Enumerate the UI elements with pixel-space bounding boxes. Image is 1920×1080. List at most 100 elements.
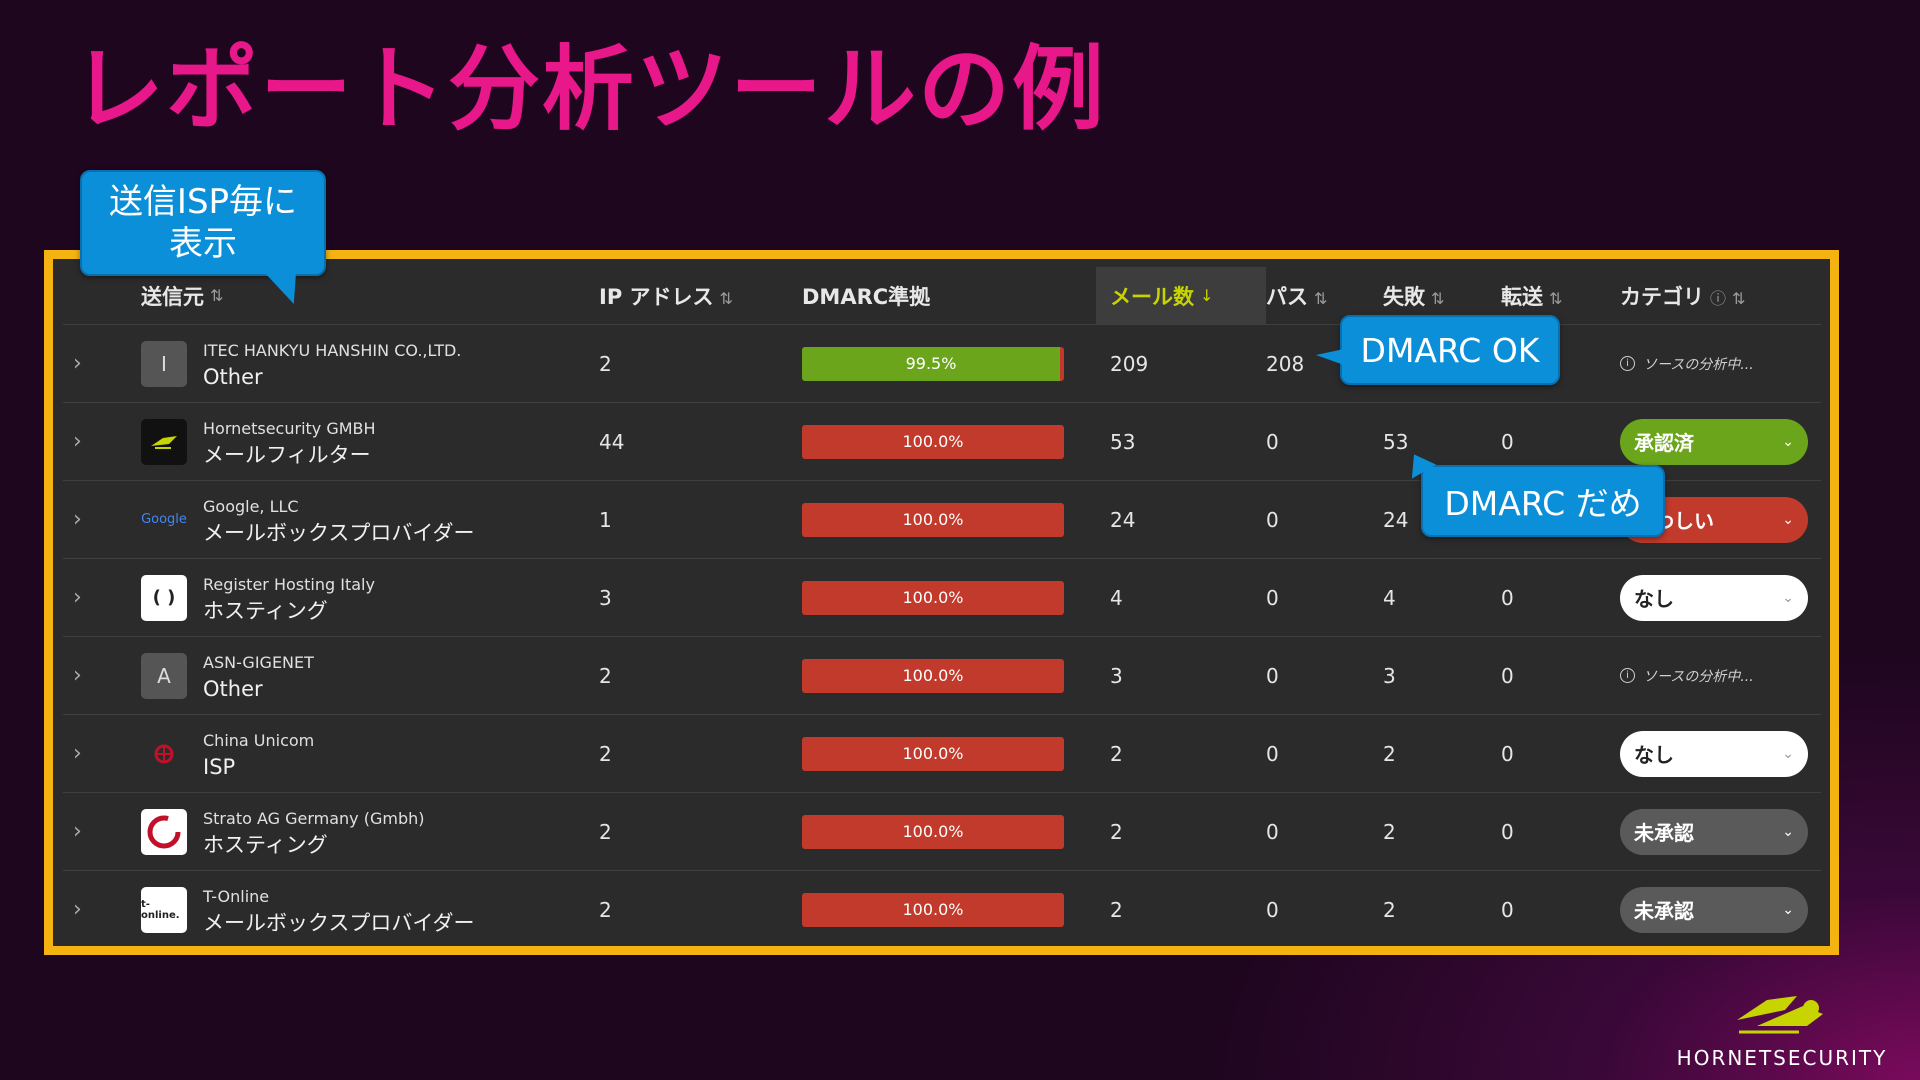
callout-dmarc-ok: DMARC OK (1316, 315, 1560, 385)
expand-chevron-icon[interactable]: › (73, 663, 82, 688)
header-forward[interactable]: 転送 ⇅ (1501, 281, 1620, 311)
pass-count: 208 (1266, 351, 1305, 376)
ip-count: 2 (599, 741, 612, 766)
source-name: ITEC HANKYU HANSHIN CO.,LTD. (203, 340, 462, 360)
source-name: Hornetsecurity GMBH (203, 418, 376, 438)
category-label: なし (1634, 743, 1674, 767)
category-select[interactable]: なし ⌄ (1620, 574, 1808, 621)
category-select[interactable]: なし ⌄ (1620, 730, 1808, 777)
table-row[interactable]: › ( ) Register Hosting Italy ホスティング 3 100… (63, 559, 1821, 637)
pass-count: 0 (1266, 585, 1279, 610)
expand-chevron-icon[interactable]: › (73, 819, 82, 844)
mail-count: 209 (1110, 351, 1149, 376)
ip-count: 2 (599, 351, 612, 376)
callout-dmarc-ok-text: DMARC OK (1360, 330, 1540, 370)
register-logo-text: ( ) (152, 587, 176, 608)
ip-count: 1 (599, 507, 612, 532)
ip-count: 2 (599, 663, 612, 688)
header-dmarc: DMARC準拠 (802, 281, 1096, 311)
sort-icon: ⇅ (210, 286, 224, 305)
t-online-logo-icon: t-online. (141, 886, 187, 933)
info-icon: i (1620, 356, 1635, 371)
expand-chevron-icon[interactable]: › (73, 897, 82, 922)
google-logo-text: Google (141, 512, 187, 527)
sort-icon: ⇅ (1732, 288, 1746, 308)
category-label: 承認済 (1634, 431, 1694, 455)
chevron-down-icon: ⌄ (1782, 745, 1794, 762)
category-label: 未承認 (1634, 821, 1694, 845)
header-source[interactable]: 送信元 ⇅ (141, 281, 599, 311)
info-icon: i (1620, 668, 1635, 683)
analyzing-status: i ソースの分析中... (1620, 354, 1821, 374)
source-type: Other (203, 676, 263, 701)
source-name: ASN-GIGENET (203, 652, 314, 672)
table-row[interactable]: › Hornetsecurity GMBH メールフィルター 44 100.0% … (63, 403, 1821, 481)
mail-count: 24 (1110, 507, 1136, 532)
sort-icon: ⇅ (719, 288, 733, 308)
forward-count: 0 (1501, 585, 1514, 610)
chevron-down-icon: ⌄ (1782, 901, 1794, 918)
category-select[interactable]: 未承認 ⌄ (1620, 886, 1808, 933)
header-category[interactable]: カテゴリ ⓘ ⇅ (1620, 281, 1821, 311)
analyzing-label: ソースの分析中... (1643, 668, 1754, 685)
fail-count: 2 (1383, 741, 1396, 766)
expand-chevron-icon[interactable]: › (73, 351, 82, 376)
pass-count: 0 (1266, 819, 1279, 844)
mail-count: 2 (1110, 741, 1123, 766)
table-header: 送信元 ⇅ IP アドレス ⇅ DMARC準拠 メール数 ↓ パス ⇅ 失敗 ⇅ 転送 ⇅ … (63, 267, 1821, 325)
ip-count: 3 (599, 585, 612, 610)
fail-count: 3 (1383, 663, 1396, 688)
header-fail[interactable]: 失敗 ⇅ (1383, 281, 1501, 311)
expand-chevron-icon[interactable]: › (73, 585, 82, 610)
source-type: ISP (203, 754, 236, 779)
source-logo: A (141, 652, 187, 699)
ip-count: 2 (599, 897, 612, 922)
fail-count: 2 (1383, 819, 1396, 844)
fail-count: 53 (1383, 429, 1409, 454)
table-row[interactable]: › t-online. T-Online メールボックスプロバイダー 2 100.… (63, 871, 1821, 948)
mail-count: 2 (1110, 897, 1123, 922)
dmarc-bar: 100.0% (802, 658, 1064, 693)
header-forward-label: 転送 (1501, 284, 1543, 309)
analyzing-label: ソースの分析中... (1643, 356, 1754, 373)
category-label: 未承認 (1634, 899, 1694, 923)
expand-chevron-icon[interactable]: › (73, 741, 82, 766)
analyzing-status: i ソースの分析中... (1620, 666, 1821, 686)
dmarc-bar: 99.5% (802, 346, 1064, 381)
source-name: Strato AG Germany (Gmbh) (203, 808, 425, 828)
china-unicom-logo-icon (141, 731, 187, 777)
expand-chevron-icon[interactable]: › (73, 429, 82, 454)
category-select[interactable]: 未承認 ⌄ (1620, 808, 1808, 855)
header-pass[interactable]: パス ⇅ (1266, 281, 1383, 311)
category-select[interactable]: 承認済 ⌄ (1620, 418, 1808, 465)
register-logo-icon: ( ) (141, 574, 187, 621)
chevron-down-icon: ⌄ (1782, 823, 1794, 840)
pass-count: 0 (1266, 663, 1279, 688)
dmarc-bar: 100.0% (802, 424, 1064, 459)
dmarc-bar: 100.0% (802, 580, 1064, 615)
header-mail-count[interactable]: メール数 ↓ (1096, 267, 1266, 324)
sort-icon: ⇅ (1549, 288, 1563, 308)
source-type: ホスティング (203, 598, 328, 623)
pass-count: 0 (1266, 741, 1279, 766)
expand-chevron-icon[interactable]: › (73, 507, 82, 532)
source-name: Google, LLC (203, 496, 299, 516)
slide-title: レポート分析ツールの例 (72, 36, 1107, 143)
source-type: メールボックスプロバイダー (203, 910, 475, 935)
sort-icon: ⇅ (1314, 288, 1328, 308)
chevron-down-icon: ⌄ (1782, 589, 1794, 606)
table-row[interactable]: › I ITEC HANKYU HANSHIN CO.,LTD. Other 2 … (63, 325, 1821, 403)
callout-isp-text: 送信ISP毎に 表示 (108, 182, 298, 264)
brand-name: HORNETSECURITY (1676, 1046, 1888, 1070)
header-source-label: 送信元 (141, 284, 204, 309)
dmarc-bar: 100.0% (802, 892, 1064, 927)
ip-count: 2 (599, 819, 612, 844)
table-row[interactable]: › China Unicom ISP 2 100.0% 2 0 2 0 なし ⌄ (63, 715, 1821, 793)
forward-count: 0 (1501, 897, 1514, 922)
source-type: メールフィルター (203, 442, 371, 467)
fail-count: 24 (1383, 507, 1409, 532)
header-ip[interactable]: IP アドレス ⇅ (599, 281, 802, 311)
table-row[interactable]: › Strato AG Germany (Gmbh) ホスティング 2 100.0… (63, 793, 1821, 871)
chevron-down-icon: ⌄ (1782, 433, 1794, 450)
